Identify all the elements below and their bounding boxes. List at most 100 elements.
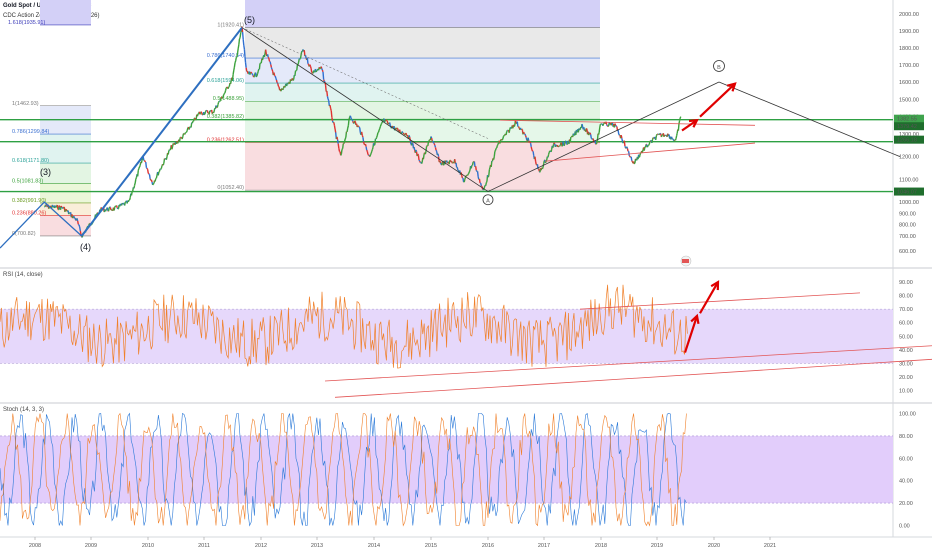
price-candle [205, 109, 208, 112]
time-tick-label: 2019 [651, 543, 663, 549]
time-tick-label: 2017 [538, 543, 550, 549]
fib-level-label: 0(1052.40) [217, 185, 244, 191]
price-candle [119, 203, 122, 206]
fib-zone-band [245, 83, 600, 102]
price-candle [165, 156, 168, 160]
price-candle [500, 138, 503, 141]
price-candle [606, 125, 609, 128]
price-candle [306, 57, 309, 64]
price-candle [678, 118, 681, 121]
price-candle [679, 116, 682, 119]
price-candle [238, 37, 241, 40]
price-candle [401, 131, 404, 134]
price-candle [534, 161, 537, 165]
price-candle [246, 70, 249, 74]
price-candle [276, 82, 279, 84]
price-candle [74, 217, 77, 221]
price-candle [599, 124, 602, 128]
price-candle [294, 70, 297, 76]
price-candle [197, 112, 200, 115]
price-candle [223, 93, 225, 96]
price-candle [422, 154, 425, 160]
price-candle [678, 120, 681, 124]
price-candle [409, 140, 412, 145]
price-candle [655, 134, 658, 137]
price-candle [192, 118, 195, 122]
price-candle [534, 156, 537, 162]
price-candle [499, 141, 502, 144]
price-candle [287, 82, 290, 85]
price-candle [177, 141, 180, 144]
time-tick-label: 2020 [708, 543, 720, 549]
price-candle [348, 117, 351, 120]
wave-label-5: (5) [244, 15, 255, 25]
price-candle [365, 146, 368, 151]
price-candle [494, 148, 497, 151]
price-candle [532, 151, 535, 156]
price-candle [271, 69, 274, 72]
price-tick-label: 1000.00 [899, 200, 919, 206]
price-candle [64, 209, 67, 212]
price-candle [589, 132, 592, 135]
price-candle [290, 79, 293, 82]
rsi-arrow [699, 281, 719, 314]
stoch-tick-label: 20.00 [899, 501, 913, 507]
rsi-tick-label: 10.00 [899, 389, 913, 395]
fib-level-label: 0.382(991.90) [12, 198, 46, 204]
price-candle [107, 207, 110, 212]
price-candle [216, 104, 219, 108]
price-candle [424, 151, 427, 155]
fib-level-label: 1(1920.41) [217, 23, 244, 29]
price-candle [626, 146, 629, 149]
stoch-tick-label: 40.00 [899, 479, 913, 485]
price-tag [894, 114, 924, 123]
price-candle [542, 160, 545, 165]
price-candle [432, 142, 435, 144]
price-candle [362, 141, 365, 145]
wave-circle [482, 194, 494, 206]
price-candle [122, 202, 125, 205]
price-candle [336, 139, 339, 144]
price-candle [360, 131, 363, 136]
price-candle [606, 124, 608, 127]
price-candle [530, 146, 533, 150]
rsi-line [0, 284, 688, 369]
price-candle [244, 56, 247, 63]
price-arrow-head [688, 118, 699, 128]
price-candle [595, 142, 598, 145]
price-candle [344, 137, 347, 140]
channel-line [544, 142, 756, 162]
price-candle [624, 145, 627, 149]
price-candle [58, 205, 61, 208]
price-candle [435, 149, 438, 152]
price-candle [224, 87, 227, 91]
price-candle [257, 69, 260, 72]
price-candle [346, 128, 349, 133]
price-candle [493, 151, 496, 157]
price-tag [894, 187, 924, 196]
price-candle [330, 110, 333, 118]
price-candle [146, 167, 149, 170]
price-candle [631, 160, 633, 162]
price-candle [78, 226, 82, 232]
time-tick-label: 2016 [482, 543, 494, 549]
price-candle [461, 175, 464, 179]
rsi-trendline [324, 345, 932, 382]
price-candle [343, 138, 346, 142]
price-tick-label: 800.00 [899, 223, 916, 229]
wave-line [80, 26, 243, 237]
abc-line [487, 81, 720, 192]
price-candle [104, 209, 107, 212]
projection-line [241, 27, 489, 139]
price-candle [131, 190, 134, 193]
price-candle [565, 140, 568, 144]
price-candle [261, 56, 264, 61]
price-candle [529, 143, 532, 147]
price-candle [223, 92, 226, 95]
price-candle [236, 52, 239, 58]
price-candle [277, 83, 280, 87]
price-tick-label: 1800.00 [899, 46, 919, 52]
stoch-tick-label: 0.00 [899, 524, 910, 530]
price-candle [433, 143, 436, 146]
